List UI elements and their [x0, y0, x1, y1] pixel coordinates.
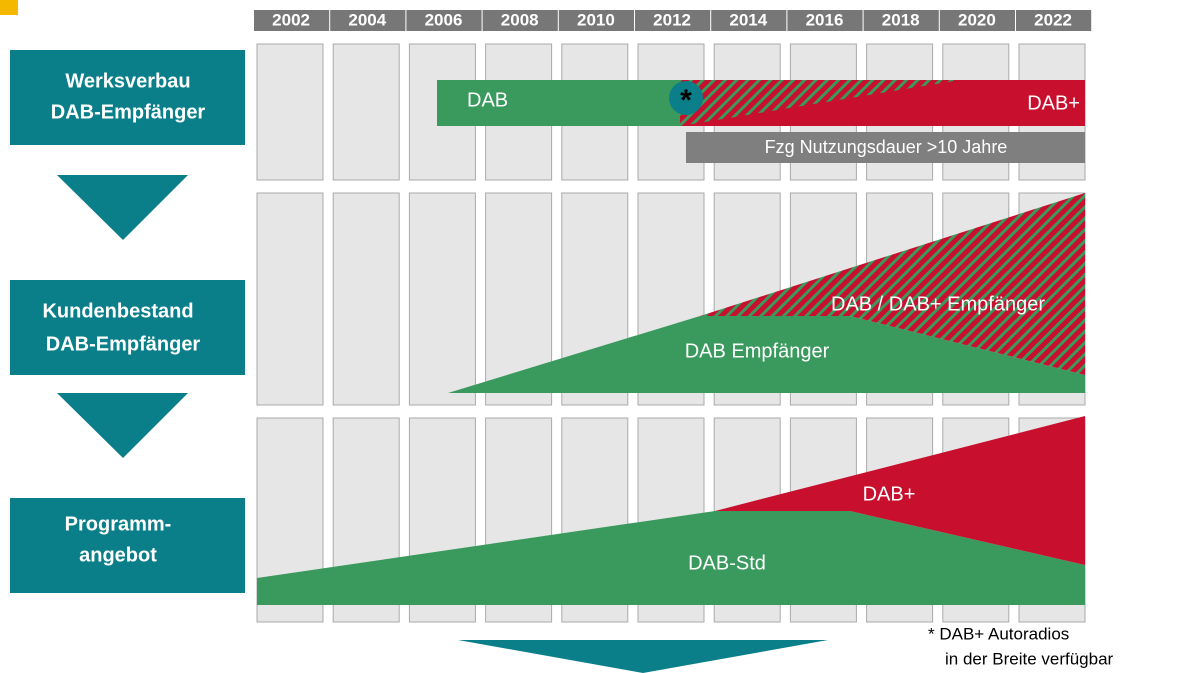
year-label: 2008: [501, 10, 539, 29]
year-label: 2022: [1034, 10, 1072, 29]
dab-bar: [437, 80, 682, 126]
year-header: [787, 10, 863, 31]
year-header: [254, 10, 330, 31]
row-label: angebot: [79, 544, 157, 566]
label: DAB-Std: [688, 552, 766, 574]
year-header: [939, 10, 1015, 31]
label: DAB / DAB+ Empfänger: [831, 293, 1045, 315]
year-header: [330, 10, 406, 31]
star-marker: [669, 81, 703, 115]
column: [408, 192, 476, 406]
row-label: Programm-: [65, 513, 172, 535]
usage-bar: [686, 132, 1085, 163]
dab-std-area: [257, 511, 1085, 605]
row-box: [10, 498, 245, 593]
dab-area: [448, 316, 1085, 393]
arrow: [458, 640, 828, 673]
column: [332, 192, 400, 406]
year-label: 2002: [272, 10, 310, 29]
corner-mark: [0, 0, 18, 15]
year-label: 2016: [806, 10, 844, 29]
label: DAB+: [863, 483, 916, 505]
label: Fzg Nutzungsdauer >10 Jahre: [765, 137, 1008, 157]
row-label: Kundenbestand: [42, 300, 193, 322]
row-label: DAB-Empfänger: [51, 101, 206, 123]
column: [256, 192, 324, 406]
column: [256, 43, 324, 181]
year-header: [1016, 10, 1092, 31]
year-header: [863, 10, 939, 31]
year-label: 2020: [958, 10, 996, 29]
row-label: Werksverbau: [65, 70, 190, 92]
year-header: [635, 10, 711, 31]
footnote: in der Breite verfügbar: [945, 649, 1114, 668]
footnote: * DAB+ Autoradios: [928, 624, 1069, 643]
year-header: [711, 10, 787, 31]
year-header: [482, 10, 558, 31]
year-label: 2012: [653, 10, 691, 29]
year-label: 2006: [425, 10, 463, 29]
year-label: 2010: [577, 10, 615, 29]
year-label: 2014: [729, 10, 767, 29]
label: DAB+: [1027, 92, 1080, 114]
label: DAB: [467, 89, 508, 111]
row-box: [10, 50, 245, 145]
arrow: [57, 393, 188, 458]
dab-plus-area: [715, 416, 1085, 565]
year-label: 2018: [882, 10, 920, 29]
year-label: 2004: [348, 10, 386, 29]
row-label: DAB-Empfänger: [46, 333, 201, 355]
column: [332, 43, 400, 181]
year-header: [558, 10, 634, 31]
row-box: [10, 280, 245, 375]
label: DAB Empfänger: [685, 340, 830, 362]
year-header: [406, 10, 482, 31]
transition: [680, 80, 960, 126]
star: *: [680, 84, 692, 117]
arrow: [57, 175, 188, 240]
mixed-area: [700, 193, 1085, 375]
